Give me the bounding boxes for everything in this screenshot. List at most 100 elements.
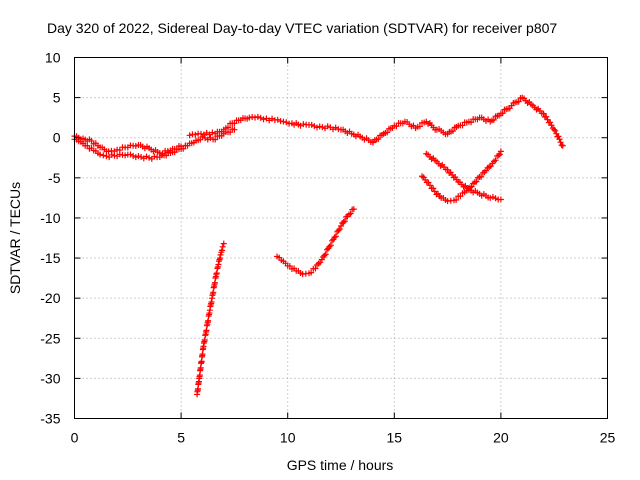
- y-tick-label: 5: [53, 90, 61, 106]
- data-point: [173, 146, 180, 153]
- x-tick-label: 20: [493, 430, 509, 446]
- data-point: [350, 206, 357, 213]
- data-point: [156, 149, 163, 156]
- data-point: [249, 113, 256, 120]
- x-axis-label: GPS time / hours: [287, 457, 394, 473]
- data-point: [487, 194, 494, 201]
- data-point: [499, 110, 506, 117]
- y-tick-label: -25: [40, 330, 60, 346]
- y-axis-label: SDTVAR / TECUs: [7, 182, 23, 294]
- data-point: [329, 237, 336, 244]
- data-point: [312, 265, 319, 272]
- chart-title: Day 320 of 2022, Sidereal Day-to-day VTE…: [47, 20, 557, 36]
- data-point: [489, 193, 496, 200]
- data-point: [453, 196, 460, 203]
- data-point: [468, 119, 475, 126]
- data-point: [556, 136, 563, 143]
- data-point: [338, 222, 344, 229]
- data-point: [274, 116, 281, 123]
- y-tick-label: -30: [40, 370, 60, 386]
- data-point: [231, 126, 238, 133]
- data-point: [384, 129, 391, 136]
- data-point: [430, 185, 437, 192]
- data-point: [340, 219, 347, 226]
- data-point: [444, 166, 451, 173]
- data-point: [468, 183, 475, 190]
- data-point: [192, 131, 199, 138]
- data-point: [130, 152, 137, 159]
- data-point: [341, 218, 348, 225]
- data-point: [331, 234, 338, 241]
- x-tick-label: 5: [177, 430, 185, 446]
- data-point: [122, 152, 129, 159]
- data-point: [393, 123, 400, 130]
- data-point: [217, 251, 224, 258]
- data-point: [186, 132, 193, 139]
- data-point: [559, 142, 566, 149]
- data-point: [311, 123, 318, 130]
- grid: [74, 57, 608, 419]
- data-point: [322, 251, 329, 258]
- x-tick-label: 15: [387, 430, 403, 446]
- data-point: [178, 143, 185, 150]
- x-tick-label: 0: [71, 430, 79, 446]
- data-point: [557, 139, 564, 146]
- data-point: [323, 246, 330, 253]
- data-point: [459, 122, 466, 129]
- data-point: [132, 142, 139, 149]
- axis-ticks: [74, 57, 608, 419]
- data-point: [497, 196, 504, 203]
- data-point: [497, 148, 504, 155]
- data-point: [314, 124, 321, 131]
- data-point: [540, 110, 547, 117]
- x-tick-label: 10: [280, 430, 296, 446]
- data-point: [300, 121, 307, 128]
- data-point: [219, 243, 226, 250]
- data-point: [283, 119, 290, 126]
- data-point: [473, 178, 480, 185]
- data-point: [308, 269, 315, 276]
- data-point: [335, 227, 342, 234]
- data-point: [319, 124, 326, 131]
- data-point: [316, 123, 323, 130]
- y-tick-label: -5: [48, 170, 61, 186]
- data-points: [71, 94, 566, 398]
- data-point: [143, 153, 150, 160]
- data-point: [159, 150, 166, 157]
- data-point: [231, 120, 238, 127]
- data-point: [138, 154, 145, 161]
- data-point: [260, 116, 267, 123]
- data-point: [97, 151, 104, 158]
- data-point: [336, 226, 343, 233]
- data-point: [100, 152, 107, 159]
- y-tick-label: -15: [40, 250, 60, 266]
- data-point: [515, 98, 522, 105]
- data-point: [492, 195, 499, 202]
- data-point: [151, 153, 158, 160]
- y-tick-label: -10: [40, 210, 60, 226]
- data-point: [321, 252, 328, 259]
- y-tick-label: 0: [53, 130, 61, 146]
- data-point: [548, 122, 555, 129]
- data-point: [246, 114, 253, 121]
- plot-frame: [74, 57, 608, 419]
- data-point: [332, 233, 339, 240]
- data-point: [558, 142, 565, 149]
- data-point: [478, 173, 485, 180]
- data-point: [163, 152, 170, 159]
- y-tick-label: -35: [40, 411, 60, 427]
- data-point: [375, 136, 382, 143]
- x-tick-label: 25: [600, 430, 616, 446]
- data-point: [544, 116, 551, 123]
- data-point: [347, 210, 354, 217]
- data-point: [254, 113, 261, 120]
- data-point: [212, 136, 219, 143]
- data-point: [492, 157, 499, 164]
- data-point: [416, 123, 423, 130]
- data-point: [318, 256, 325, 263]
- data-point: [457, 193, 464, 200]
- data-point: [164, 148, 171, 155]
- data-point: [127, 151, 134, 158]
